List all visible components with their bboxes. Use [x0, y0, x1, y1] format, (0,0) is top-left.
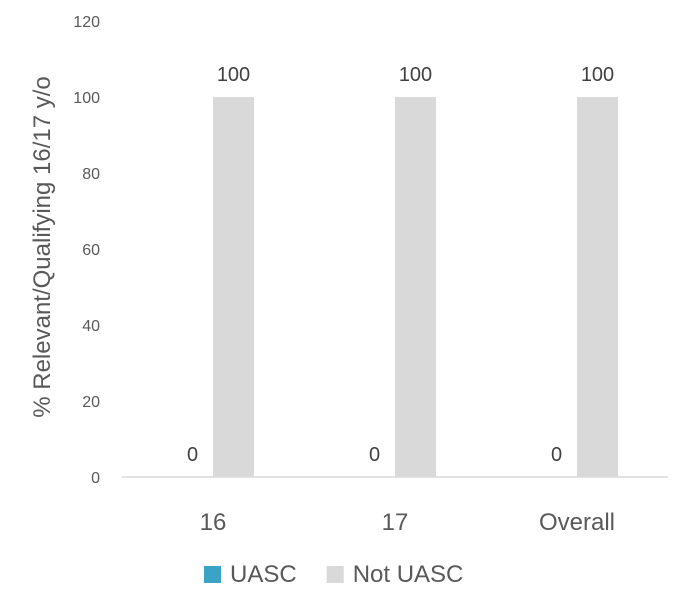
- y-tick-label: 120: [73, 14, 100, 31]
- data-label: 0: [369, 444, 380, 466]
- category-label: Overall: [539, 509, 615, 536]
- legend-swatch: [326, 566, 344, 583]
- y-tick-label: 20: [82, 394, 100, 411]
- data-label: 100: [399, 64, 432, 86]
- y-tick-label: 40: [82, 318, 100, 335]
- y-tick-label: 0: [91, 470, 100, 487]
- y-axis-label: % Relevant/Qualifying 16/17 y/o: [29, 76, 56, 418]
- y-tick-label: 100: [73, 90, 100, 107]
- data-label: 100: [581, 64, 614, 86]
- bar-not-uasc: [577, 97, 618, 477]
- category-label: 16: [200, 509, 227, 536]
- y-tick-label: 60: [82, 242, 100, 259]
- legend: UASC Not UASC: [204, 561, 463, 588]
- legend-label: UASC: [230, 561, 297, 588]
- category-labels: 16 17 Overall: [200, 509, 615, 536]
- category-label: 17: [382, 509, 409, 536]
- bar-not-uasc: [395, 97, 436, 477]
- data-label: 0: [187, 444, 198, 466]
- y-tick-label: 80: [82, 166, 100, 183]
- legend-label: Not UASC: [353, 561, 464, 588]
- bars: [213, 97, 618, 477]
- data-label: 0: [551, 444, 562, 466]
- legend-swatch: [204, 566, 221, 583]
- data-label: 100: [217, 64, 250, 86]
- y-axis-ticks: 0 20 40 60 80 100 120: [73, 14, 100, 487]
- data-labels: 0 100 0 100 0 100: [187, 64, 614, 466]
- bar-not-uasc: [213, 97, 254, 477]
